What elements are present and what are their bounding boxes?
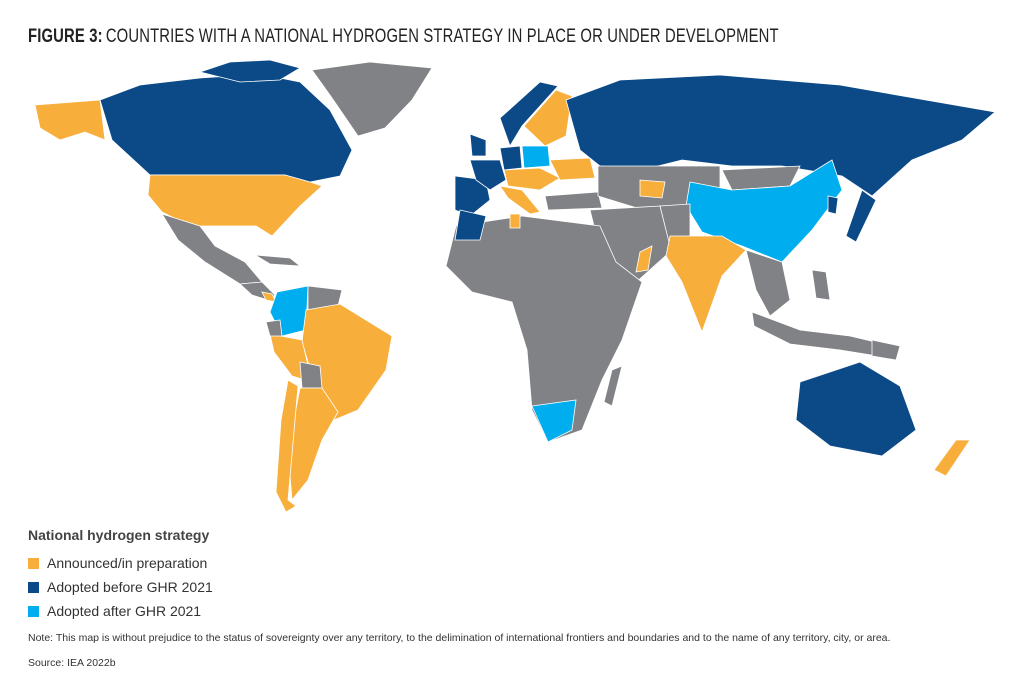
greenland xyxy=(311,61,433,137)
poland xyxy=(521,145,551,169)
figure-title: FIGURE 3: COUNTRIES WITH A NATIONAL HYDRO… xyxy=(28,26,779,48)
legend-swatch xyxy=(28,557,39,569)
south-africa xyxy=(531,399,577,443)
legend-label: Adopted before GHR 2021 xyxy=(47,579,213,595)
source: Source: IEA 2022b xyxy=(28,657,116,669)
legend-item: Announced/in preparation xyxy=(28,551,213,575)
chile xyxy=(275,379,299,513)
morocco xyxy=(454,209,487,241)
legend-swatch xyxy=(28,605,39,617)
bolivia xyxy=(299,361,323,389)
legend: National hydrogen strategy Announced/in … xyxy=(28,527,213,623)
world-map xyxy=(34,59,996,513)
turkey xyxy=(544,191,603,211)
arctic-islands xyxy=(198,59,302,83)
oman xyxy=(635,245,653,273)
indonesia xyxy=(751,311,893,359)
legend-swatch xyxy=(28,581,39,593)
norway xyxy=(499,81,559,147)
korea xyxy=(827,195,839,215)
new-zealand xyxy=(933,439,971,477)
uzbekistan xyxy=(639,179,666,199)
legend-label: Announced/in preparation xyxy=(47,555,208,571)
australia xyxy=(795,361,917,457)
central-europe xyxy=(503,167,561,191)
note: Note: This map is without prejudice to t… xyxy=(28,632,891,644)
france xyxy=(469,159,507,191)
legend-item: Adopted after GHR 2021 xyxy=(28,599,213,623)
legend-label: Adopted after GHR 2021 xyxy=(47,603,202,619)
uk xyxy=(469,133,487,157)
africa xyxy=(445,215,643,443)
caribbean xyxy=(254,254,302,267)
ukraine xyxy=(549,157,596,181)
papua-new-guinea xyxy=(871,339,901,361)
figure-label: FIGURE 3: xyxy=(28,26,103,47)
alaska xyxy=(34,99,106,141)
philippines xyxy=(811,269,831,301)
china xyxy=(685,159,843,263)
legend-item: Adopted before GHR 2021 xyxy=(28,575,213,599)
legend-title: National hydrogen strategy xyxy=(28,527,210,543)
canada xyxy=(99,73,353,183)
germany xyxy=(499,145,523,171)
italy-balkans xyxy=(499,185,541,215)
madagascar xyxy=(603,365,623,407)
ecuador xyxy=(265,319,283,337)
legend-items: Announced/in preparation Adopted before G… xyxy=(28,551,213,623)
japan xyxy=(845,189,877,243)
figure-title-text: COUNTRIES WITH A NATIONAL HYDROGEN STRAT… xyxy=(105,26,779,47)
india xyxy=(665,235,747,334)
egypt-tunisia xyxy=(509,213,521,229)
southeast-asia xyxy=(745,249,791,317)
usa xyxy=(147,174,323,237)
sweden-finland xyxy=(523,89,573,147)
